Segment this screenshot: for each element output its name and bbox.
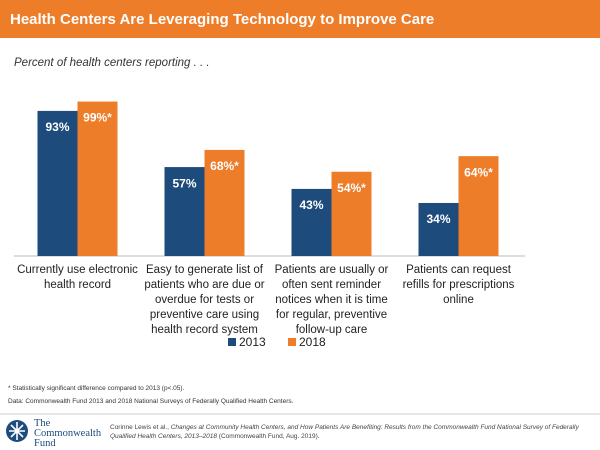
- value-label: 54%*: [337, 181, 366, 195]
- legend-swatch: [228, 338, 236, 346]
- x-tick-label: Patients can request refills for prescri…: [402, 264, 515, 306]
- logo-icon: [6, 420, 28, 442]
- legend-label: 2018: [299, 335, 326, 349]
- subtitle: Percent of health centers reporting . . …: [14, 57, 210, 69]
- x-tick-label: Currently use electronic health record: [17, 264, 138, 291]
- x-tick-label: Patients are usually or often sent remin…: [274, 264, 389, 336]
- citation-author: Corinne Lewis et al.,: [110, 424, 171, 431]
- citation-publisher: (Commonwealth Fund, Aug. 2019).: [216, 433, 320, 440]
- bar: [37, 110, 78, 256]
- chart-title: Health Centers Are Leveraging Technology…: [10, 11, 434, 28]
- value-label: 34%: [426, 212, 450, 226]
- value-label: 93%: [45, 120, 69, 134]
- bar: [291, 188, 332, 256]
- value-label: 43%: [299, 198, 323, 212]
- citation-title: Changes at Community Health Centers, and…: [110, 424, 579, 440]
- logo-text: The Commonwealth Fund: [34, 418, 102, 449]
- footnote: * Statistically significant difference c…: [8, 385, 185, 392]
- value-label: 99%*: [83, 111, 112, 125]
- title-bar: [0, 0, 600, 38]
- source: Data: Commonwealth Fund 2013 and 2018 Na…: [8, 398, 294, 405]
- legend-swatch: [288, 338, 296, 346]
- value-label: 57%: [172, 176, 196, 190]
- bar: [331, 171, 372, 256]
- legend-label: 2013: [239, 335, 266, 349]
- bar: [204, 149, 245, 256]
- x-tick-label: Easy to generate list of patients who ar…: [144, 264, 265, 336]
- bar: [77, 101, 118, 256]
- bar: [164, 167, 205, 256]
- value-label: 64%*: [464, 165, 493, 179]
- value-label: 68%*: [210, 159, 239, 173]
- bar: [458, 156, 499, 256]
- bar: [418, 202, 459, 256]
- citation: Corinne Lewis et al., Changes at Communi…: [110, 423, 590, 441]
